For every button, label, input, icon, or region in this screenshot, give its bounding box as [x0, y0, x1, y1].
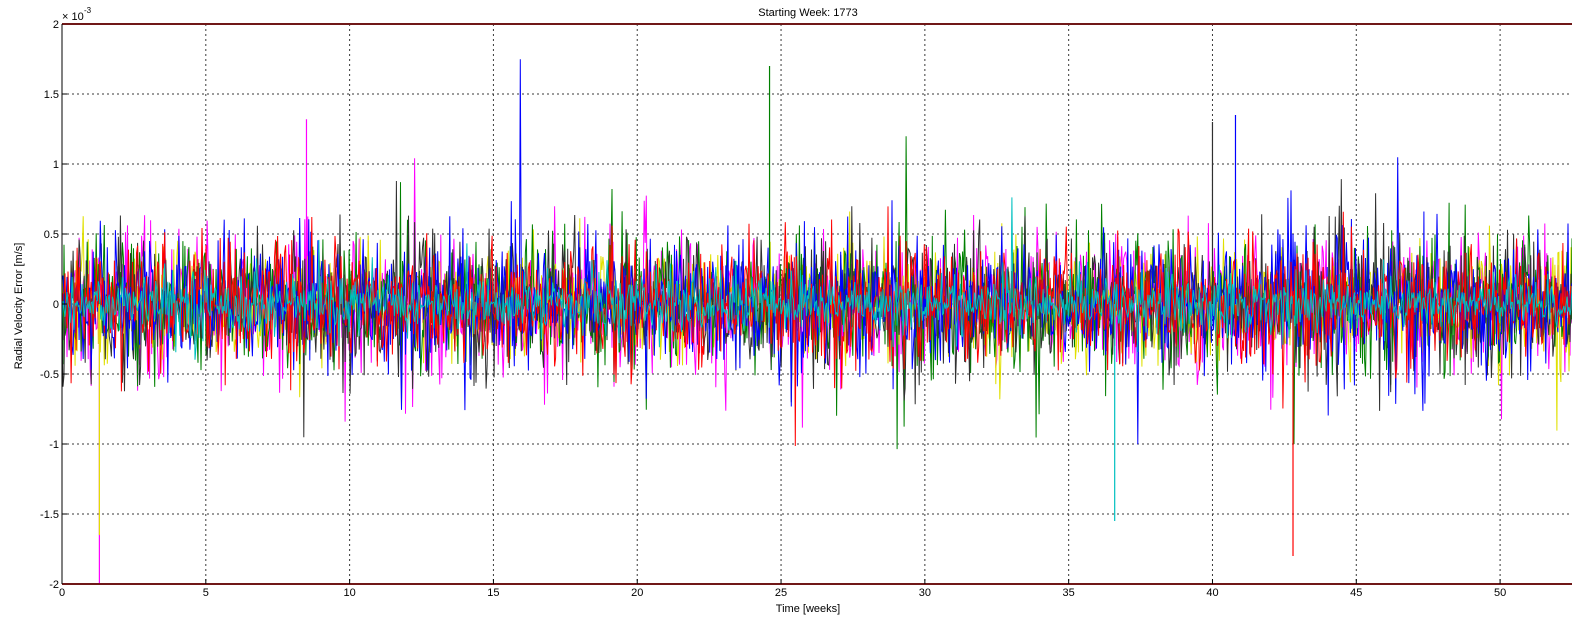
y-tick-label-4: 0	[53, 299, 59, 311]
y-tick-label-7: 1.5	[44, 89, 59, 101]
x-axis-ticks: 0 5 10 15 20 25 30 35 40 45 50	[59, 579, 1506, 599]
y-multiplier-base: × 10	[62, 11, 84, 23]
y-tick-label-5: 0.5	[44, 229, 59, 241]
x-tick-label-2: 10	[343, 587, 355, 599]
signal-series	[61, 59, 1572, 584]
y-multiplier: × 10 -3	[62, 6, 92, 23]
x-tick-label-6: 30	[919, 587, 931, 599]
x-tick-label-1: 5	[203, 587, 209, 599]
x-tick-label-8: 40	[1206, 587, 1218, 599]
x-tick-label-3: 15	[487, 587, 499, 599]
y-tick-label-8: 2	[53, 19, 59, 31]
x-tick-label-9: 45	[1350, 587, 1362, 599]
x-tick-label-0: 0	[59, 587, 65, 599]
y-tick-label-2: -1	[49, 439, 59, 451]
y-axis-label: Radial Velocity Error [m/s]	[13, 243, 25, 370]
series-line-4	[61, 59, 1572, 445]
y-multiplier-exponent: -3	[84, 6, 92, 15]
chart-title: Starting Week: 1773	[758, 7, 857, 19]
y-tick-label-1: -1.5	[40, 509, 59, 521]
x-tick-label-5: 25	[775, 587, 787, 599]
y-tick-label-6: 1	[53, 159, 59, 171]
x-tick-label-10: 50	[1494, 587, 1506, 599]
x-axis-label: Time [weeks]	[776, 603, 840, 615]
y-axis-ticks: -2 -1.5 -1 -0.5 0 0.5 1 1.5 2	[40, 19, 67, 591]
series-line-6	[61, 197, 1572, 360]
x-tick-label-4: 20	[631, 587, 643, 599]
y-tick-label-0: -2	[49, 579, 59, 591]
y-tick-label-3: -0.5	[40, 369, 59, 381]
x-tick-label-7: 35	[1063, 587, 1075, 599]
